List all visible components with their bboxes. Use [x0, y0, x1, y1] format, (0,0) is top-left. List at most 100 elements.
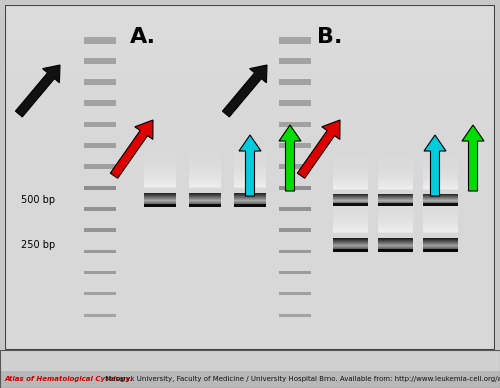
Bar [332, 242, 368, 243]
Bar [144, 172, 176, 174]
Bar [144, 149, 176, 151]
Bar [378, 197, 412, 198]
Bar [234, 159, 266, 161]
Bar [5, 207, 495, 208]
Bar [144, 170, 176, 172]
Bar [234, 194, 266, 195]
Bar [5, 270, 495, 271]
Bar [144, 198, 176, 199]
Bar [422, 246, 458, 247]
Bar [5, 101, 495, 102]
Bar [5, 333, 495, 334]
Bar [189, 194, 221, 195]
Bar [234, 164, 266, 166]
Bar [5, 234, 495, 235]
Bar [5, 9, 495, 10]
Bar [234, 146, 266, 148]
Bar [234, 158, 266, 160]
Bar [5, 243, 495, 244]
Bar [5, 239, 495, 240]
Bar [332, 195, 368, 197]
Bar [5, 134, 495, 135]
Bar [422, 227, 458, 229]
Bar [234, 201, 266, 202]
Bar [422, 205, 458, 207]
Bar [5, 298, 495, 299]
Bar [332, 214, 368, 216]
Bar [5, 279, 495, 280]
Bar [84, 271, 116, 274]
Bar [5, 16, 495, 17]
Bar [5, 121, 495, 122]
Bar [189, 193, 221, 194]
Bar [5, 14, 495, 15]
Bar [332, 250, 368, 251]
Bar [189, 184, 221, 186]
Bar [5, 57, 495, 58]
Bar [5, 85, 495, 86]
Polygon shape [424, 135, 446, 196]
Bar [144, 202, 176, 203]
Bar [5, 268, 495, 269]
Bar [144, 152, 176, 154]
Bar [422, 215, 458, 217]
Bar [5, 73, 495, 74]
Bar [189, 178, 221, 180]
Bar [279, 58, 311, 64]
Bar [378, 200, 412, 202]
Bar [5, 185, 495, 186]
Bar [84, 292, 116, 295]
Bar [5, 287, 495, 288]
Bar [422, 251, 458, 252]
Bar [5, 229, 495, 230]
Bar [422, 193, 458, 195]
Bar [189, 197, 221, 198]
Bar [5, 55, 495, 56]
Bar [234, 203, 266, 204]
Bar [144, 162, 176, 164]
Bar [234, 172, 266, 174]
Bar [378, 201, 412, 202]
Bar [5, 46, 495, 47]
Bar [332, 180, 368, 182]
Bar [234, 197, 266, 198]
Bar [332, 176, 368, 178]
Bar [332, 209, 368, 211]
Bar [234, 178, 266, 180]
Bar [422, 241, 458, 242]
Bar [332, 172, 368, 174]
Bar [5, 219, 495, 220]
Bar [5, 335, 495, 336]
Bar [422, 174, 458, 176]
Bar [5, 163, 495, 164]
Bar [422, 240, 458, 241]
Bar [378, 225, 412, 227]
Bar [332, 203, 368, 205]
Bar [5, 264, 495, 265]
Bar [189, 195, 221, 196]
Bar [5, 97, 495, 98]
Bar [189, 186, 221, 188]
Bar [189, 183, 221, 185]
Bar [5, 144, 495, 145]
Bar [332, 178, 368, 180]
Bar [422, 187, 458, 189]
Bar [5, 299, 495, 300]
Bar [5, 211, 495, 212]
Bar [378, 247, 412, 248]
Bar [234, 199, 266, 200]
Bar [378, 155, 412, 157]
Bar [5, 318, 495, 319]
Bar [5, 25, 495, 26]
Bar [5, 71, 495, 72]
Bar [5, 135, 495, 136]
Bar [5, 54, 495, 55]
Bar [422, 186, 458, 188]
Bar [332, 191, 368, 193]
Bar [422, 225, 458, 227]
Bar [144, 199, 176, 200]
Bar [422, 190, 458, 192]
Bar [5, 339, 495, 340]
Bar [378, 184, 412, 186]
Bar [5, 302, 495, 303]
